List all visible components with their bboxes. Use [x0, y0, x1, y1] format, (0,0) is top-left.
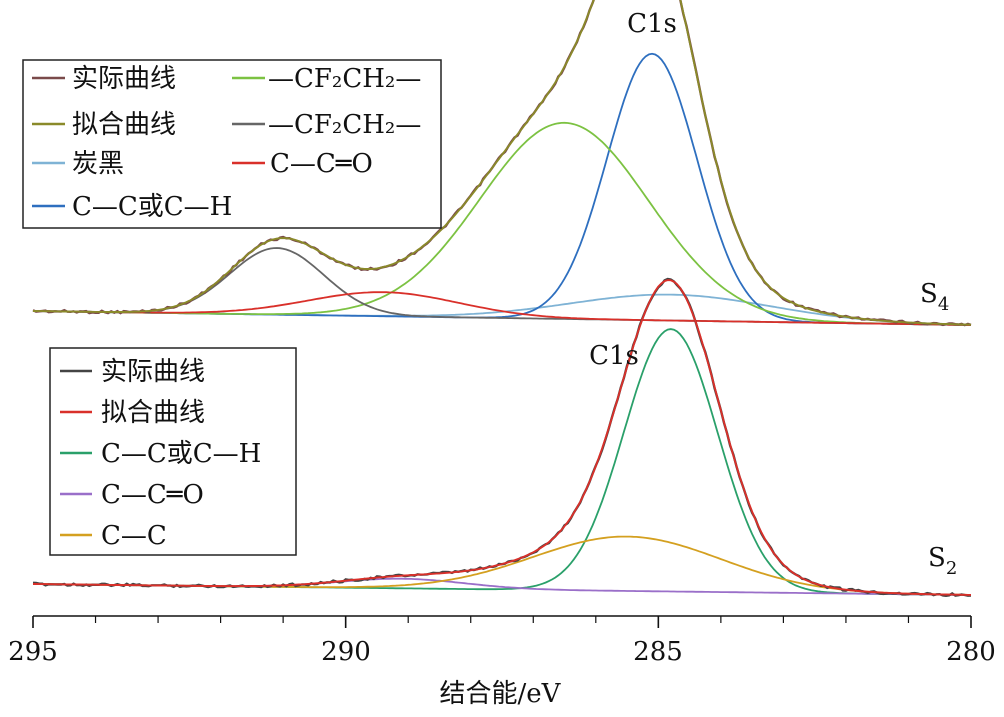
peak-label-s2: C1s: [589, 341, 639, 371]
legend-label: —CF₂CH₂—: [268, 110, 421, 140]
legend-label: 实际曲线: [72, 64, 176, 94]
x-axis: 295 290 285 280 结合能/eV: [8, 615, 996, 709]
component-curve: [33, 291, 971, 326]
legend-item-cco-s4: C—C═O: [232, 149, 373, 179]
legend-item-measured-s4: 实际曲线: [32, 64, 176, 94]
legend-label: 拟合曲线: [101, 398, 205, 428]
legend-label: —CF₂CH₂—: [268, 64, 421, 94]
x-tick-label: 285: [633, 637, 683, 667]
x-axis-title: 结合能/eV: [440, 679, 562, 709]
legend-label: C—C或C—H: [101, 439, 261, 469]
fit-curve: [33, 0, 972, 326]
legend-item-carbon-black-s4: 炭黑: [32, 149, 124, 179]
legend-item-cf2ch2-c-s4: —CF₂CH₂—: [232, 110, 421, 140]
x-tick-label: 290: [321, 637, 371, 667]
legend-item-cf2ch2-s4: —CF₂CH₂—: [232, 64, 421, 94]
legend-label: 实际曲线: [101, 357, 205, 387]
legend-item-measured-s2: 实际曲线: [60, 357, 205, 387]
panel-s4: C1s S4 实际曲线 拟合曲线 炭黑 C—C或C—H —CF: [22, 0, 972, 327]
fit-curve: [33, 279, 971, 596]
component-curve: [33, 293, 972, 326]
legend-item-cc-s2: C—C: [60, 521, 167, 551]
legend-item-cco-s2: C—C═O: [60, 480, 204, 510]
x-tick-label: 295: [8, 637, 58, 667]
sample-label-s2: S2: [928, 543, 957, 579]
legend-s4: 实际曲线 拟合曲线 炭黑 C—C或C—H —CF₂CH₂— —CF₂CH₂—: [22, 59, 442, 229]
legend-label: 拟合曲线: [72, 110, 176, 140]
legend-label: C—C或C—H: [72, 192, 232, 222]
legend-label: C—C═O: [101, 480, 204, 510]
panel-s2: C1s S2 实际曲线 拟合曲线 C—C或C—H C—C═O C—C: [32, 277, 972, 598]
legend-item-fit-s2: 拟合曲线: [60, 398, 205, 428]
legend-item-cc-ch-s4: C—C或C—H: [32, 192, 232, 222]
sample-label-s4: S4: [920, 279, 949, 315]
legend-item-cc-ch-s2: C—C或C—H: [60, 439, 261, 469]
legend-label: C—C═O: [270, 149, 373, 179]
legend-item-fit-s4: 拟合曲线: [32, 110, 176, 140]
x-tick-label: 280: [946, 637, 996, 667]
peak-label-s4: C1s: [627, 9, 677, 39]
legend-s2: 实际曲线 拟合曲线 C—C或C—H C—C═O C—C: [49, 347, 297, 556]
legend-label: 炭黑: [72, 149, 124, 179]
legend-label: C—C: [101, 521, 167, 551]
